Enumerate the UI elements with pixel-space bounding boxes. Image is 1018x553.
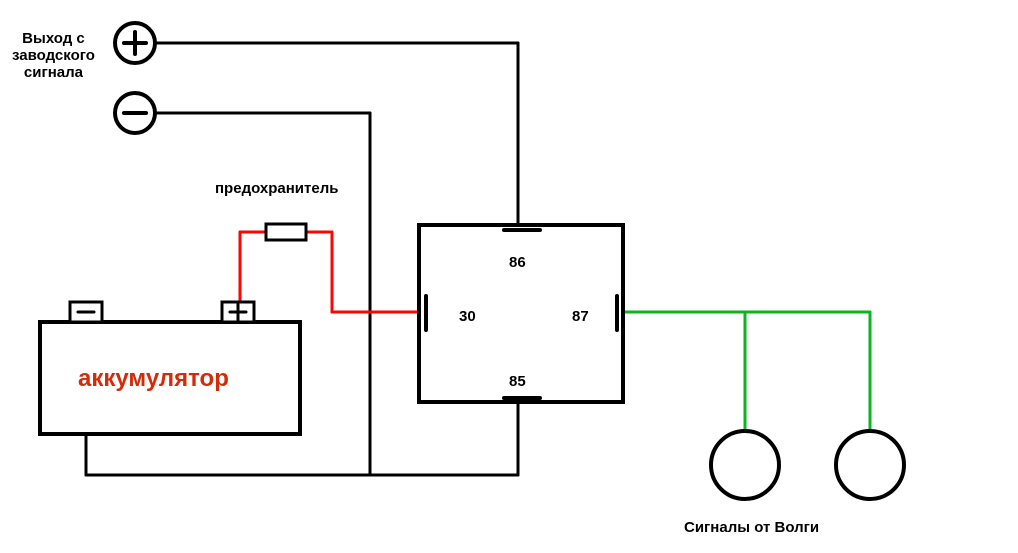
label-battery: аккумулятор	[78, 365, 229, 393]
label-pin87: 87	[572, 308, 589, 325]
horn-left	[711, 431, 779, 499]
label-fuse: предохранитель	[215, 180, 338, 197]
horn-right	[836, 431, 904, 499]
fuse-body	[266, 224, 306, 240]
label-pin86: 86	[509, 254, 526, 271]
label-pin85: 85	[509, 373, 526, 390]
label-factory_signal: Выход сзаводскогосигнала	[12, 30, 95, 81]
label-pin30: 30	[459, 308, 476, 325]
wiring-diagram	[0, 0, 1018, 553]
label-horns: Сигналы от Волги	[684, 519, 819, 536]
